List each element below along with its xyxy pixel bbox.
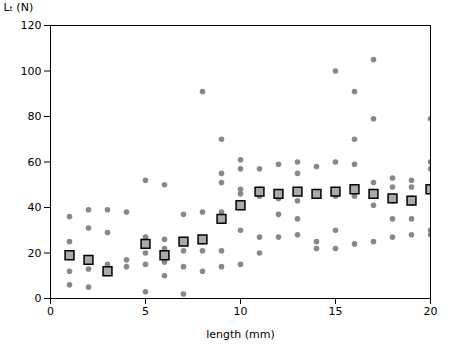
svg-text:5: 5 [142,305,149,318]
svg-text:Lₜ (N): Lₜ (N) [4,1,34,14]
svg-text:100: 100 [21,65,42,78]
svg-text:60: 60 [28,156,42,169]
svg-text:15: 15 [329,305,343,318]
svg-text:20: 20 [424,305,438,318]
svg-text:length (mm): length (mm) [206,328,275,341]
svg-text:0: 0 [35,292,42,305]
svg-text:0: 0 [47,305,54,318]
svg-text:40: 40 [28,201,42,214]
svg-text:10: 10 [234,305,248,318]
svg-text:80: 80 [28,110,42,123]
svg-text:120: 120 [21,19,42,32]
svg-text:20: 20 [28,247,42,260]
